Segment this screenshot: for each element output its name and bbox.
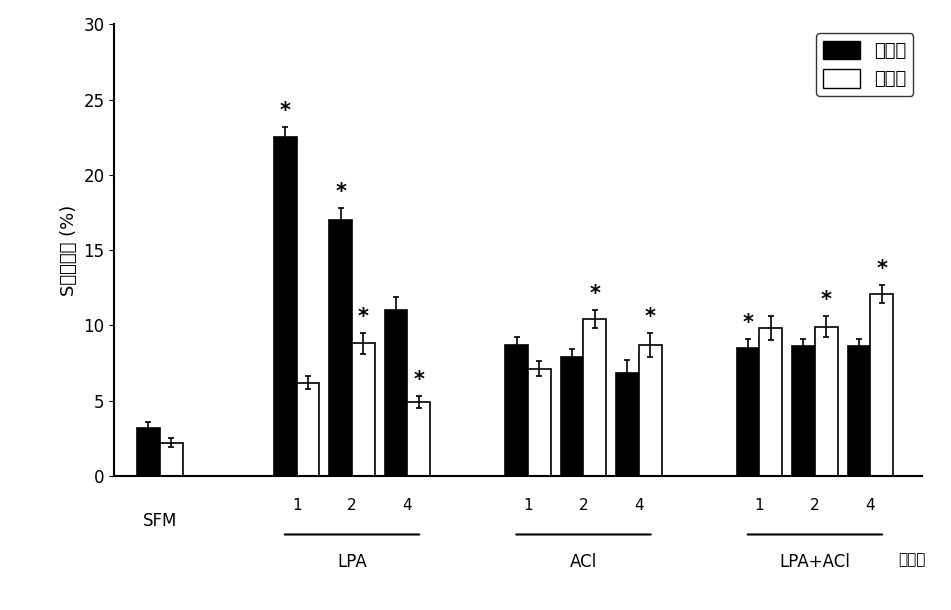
Text: *: * [743,313,753,333]
Bar [352,343,375,476]
Bar [137,428,160,476]
Bar [561,357,584,476]
Text: （天）: （天） [898,553,925,567]
Bar [384,310,407,476]
Bar [407,402,430,476]
Text: *: * [335,182,346,202]
Bar [297,382,320,476]
Text: *: * [590,284,600,304]
Text: *: * [280,101,291,121]
Bar [160,443,183,476]
Bar [815,327,838,476]
Bar [616,373,639,476]
Bar [528,369,551,476]
Bar [329,220,352,476]
Text: 4: 4 [865,498,875,514]
Text: *: * [645,307,656,327]
Legend: 年轻的, 衰老的: 年轻的, 衰老的 [816,34,914,96]
Text: ACl: ACl [570,553,597,570]
Text: LPA: LPA [338,553,367,570]
Y-axis label: S期的细胞 (%): S期的细胞 (%) [60,204,78,296]
Text: 4: 4 [402,498,413,514]
Text: 2: 2 [578,498,589,514]
Text: *: * [821,290,832,310]
Text: 1: 1 [523,498,533,514]
Text: *: * [876,259,887,279]
Text: 2: 2 [347,498,357,514]
Text: SFM: SFM [143,512,177,530]
Text: 1: 1 [292,498,301,514]
Text: *: * [414,370,424,390]
Text: 2: 2 [810,498,820,514]
Bar [760,328,783,476]
Text: LPA+ACl: LPA+ACl [780,553,850,570]
Bar [274,137,297,476]
Bar [847,346,870,476]
Bar [639,345,662,476]
Bar [737,348,760,476]
Bar [870,294,893,476]
Bar [505,345,528,476]
Bar [584,319,607,476]
Text: 1: 1 [755,498,765,514]
Text: *: * [358,307,369,327]
Bar [792,346,815,476]
Text: 4: 4 [634,498,644,514]
